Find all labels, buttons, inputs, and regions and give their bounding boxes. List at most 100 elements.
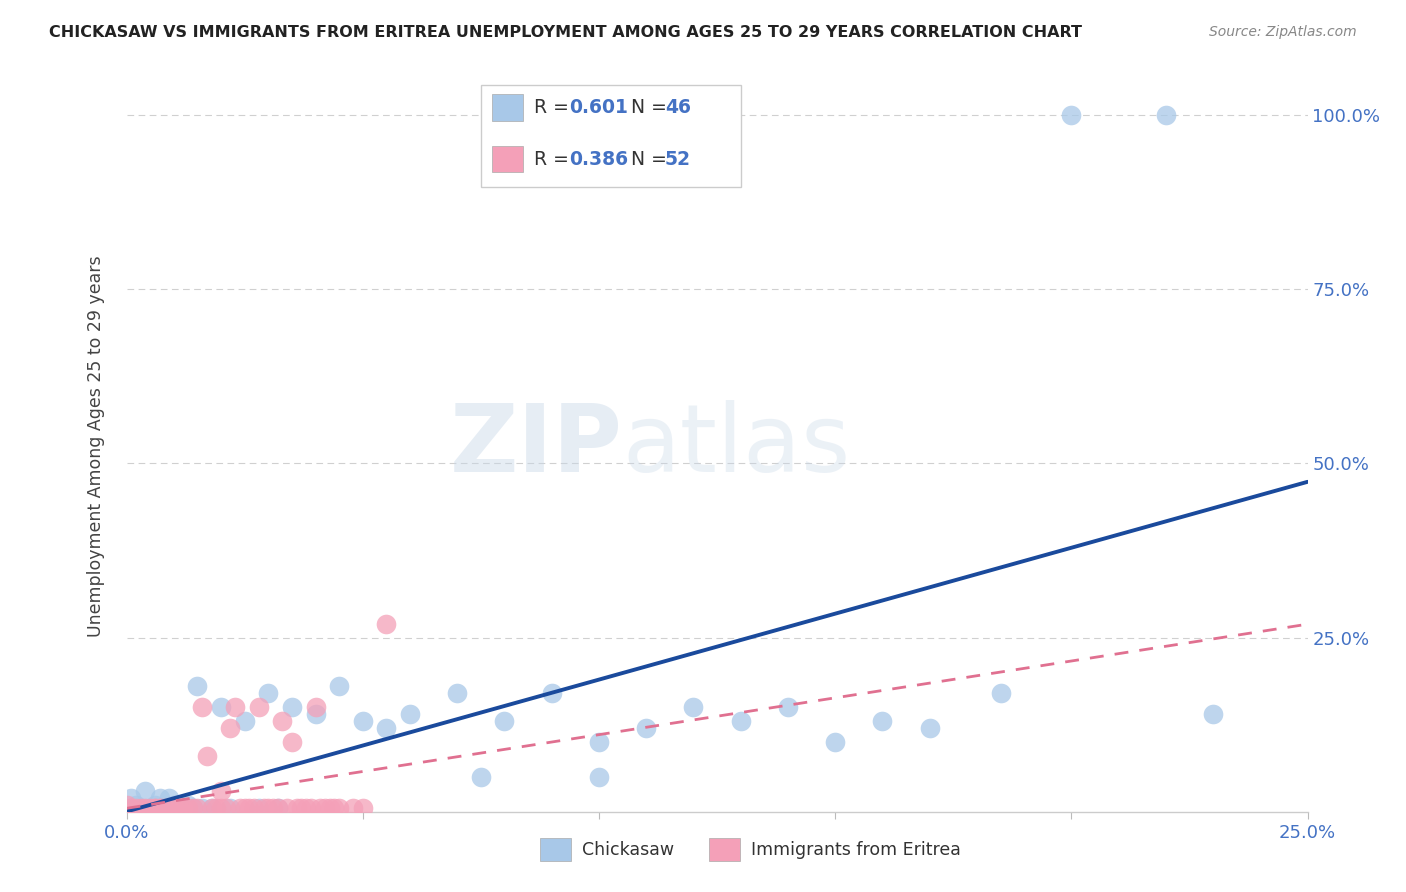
Text: CHICKASAW VS IMMIGRANTS FROM ERITREA UNEMPLOYMENT AMONG AGES 25 TO 29 YEARS CORR: CHICKASAW VS IMMIGRANTS FROM ERITREA UNE… bbox=[49, 25, 1083, 40]
Point bbox=[157, 790, 180, 805]
Point bbox=[243, 801, 266, 815]
Text: 52: 52 bbox=[665, 150, 690, 169]
Point bbox=[233, 801, 256, 815]
Point bbox=[1202, 707, 1225, 722]
Point bbox=[540, 686, 562, 700]
Point bbox=[143, 801, 166, 815]
Text: Chickasaw: Chickasaw bbox=[582, 840, 675, 859]
Point bbox=[252, 801, 274, 815]
Point bbox=[682, 700, 704, 714]
Text: 0.601: 0.601 bbox=[569, 98, 628, 118]
Point bbox=[215, 801, 238, 815]
Text: Immigrants from Eritrea: Immigrants from Eritrea bbox=[751, 840, 960, 859]
Point bbox=[200, 801, 222, 815]
Point bbox=[143, 797, 166, 812]
Point bbox=[163, 797, 186, 812]
Y-axis label: Unemployment Among Ages 25 to 29 years: Unemployment Among Ages 25 to 29 years bbox=[87, 255, 105, 637]
Point bbox=[1154, 108, 1177, 122]
Point bbox=[304, 700, 326, 714]
Point bbox=[276, 801, 298, 815]
Point bbox=[229, 801, 252, 815]
Point bbox=[219, 801, 242, 815]
Point bbox=[824, 735, 846, 749]
Point bbox=[328, 679, 350, 693]
Point bbox=[153, 801, 176, 815]
Point bbox=[149, 801, 172, 815]
Point bbox=[149, 790, 172, 805]
Point bbox=[129, 801, 152, 815]
Point bbox=[129, 801, 152, 815]
Point bbox=[200, 801, 222, 815]
Point bbox=[181, 801, 204, 815]
Point bbox=[177, 797, 200, 812]
Text: 0.386: 0.386 bbox=[569, 150, 628, 169]
Point bbox=[134, 784, 156, 798]
Point bbox=[172, 801, 194, 815]
Point bbox=[342, 801, 364, 815]
Point bbox=[290, 801, 312, 815]
Point bbox=[494, 714, 516, 728]
Point bbox=[285, 801, 308, 815]
Point bbox=[323, 801, 346, 815]
Point bbox=[375, 721, 398, 735]
Point bbox=[352, 801, 374, 815]
Text: atlas: atlas bbox=[623, 400, 851, 492]
Point bbox=[328, 801, 350, 815]
Point bbox=[314, 801, 336, 815]
Point bbox=[918, 721, 941, 735]
Point bbox=[209, 784, 232, 798]
Point bbox=[309, 801, 332, 815]
Text: N =: N = bbox=[619, 150, 672, 169]
Point bbox=[177, 801, 200, 815]
Point bbox=[872, 714, 894, 728]
Point bbox=[139, 801, 162, 815]
Point bbox=[224, 700, 246, 714]
Point bbox=[181, 801, 204, 815]
Point bbox=[257, 686, 280, 700]
Point bbox=[470, 770, 492, 784]
Point bbox=[399, 707, 422, 722]
Point bbox=[115, 797, 138, 812]
Text: N =: N = bbox=[619, 98, 672, 118]
Point bbox=[318, 801, 340, 815]
Point bbox=[588, 770, 610, 784]
Point bbox=[267, 801, 290, 815]
Text: Source: ZipAtlas.com: Source: ZipAtlas.com bbox=[1209, 25, 1357, 39]
Point bbox=[257, 801, 280, 815]
Point bbox=[281, 700, 304, 714]
Point bbox=[125, 797, 148, 812]
Point bbox=[730, 714, 752, 728]
Point bbox=[238, 801, 260, 815]
Point bbox=[352, 714, 374, 728]
Point bbox=[186, 679, 208, 693]
Point bbox=[375, 616, 398, 631]
Point bbox=[163, 801, 186, 815]
Point bbox=[205, 801, 228, 815]
Point bbox=[157, 801, 180, 815]
Point bbox=[120, 790, 142, 805]
Point bbox=[233, 714, 256, 728]
Point bbox=[167, 801, 190, 815]
Text: 46: 46 bbox=[665, 98, 690, 118]
Point bbox=[267, 801, 290, 815]
Point bbox=[172, 801, 194, 815]
Point bbox=[299, 801, 322, 815]
Point bbox=[281, 735, 304, 749]
Point bbox=[776, 700, 799, 714]
Point bbox=[247, 801, 270, 815]
Point bbox=[295, 801, 318, 815]
Point bbox=[167, 801, 190, 815]
Text: R =: R = bbox=[534, 98, 575, 118]
Point bbox=[219, 721, 242, 735]
Point bbox=[636, 721, 658, 735]
Point bbox=[247, 700, 270, 714]
Point bbox=[1060, 108, 1083, 122]
Point bbox=[134, 801, 156, 815]
Point bbox=[304, 707, 326, 722]
Point bbox=[191, 801, 214, 815]
Point bbox=[120, 801, 142, 815]
Point bbox=[125, 801, 148, 815]
Point bbox=[209, 700, 232, 714]
Point bbox=[271, 714, 294, 728]
Point bbox=[990, 686, 1012, 700]
